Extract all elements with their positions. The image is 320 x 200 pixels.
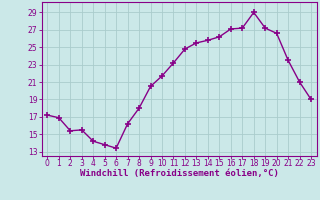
- X-axis label: Windchill (Refroidissement éolien,°C): Windchill (Refroidissement éolien,°C): [80, 169, 279, 178]
